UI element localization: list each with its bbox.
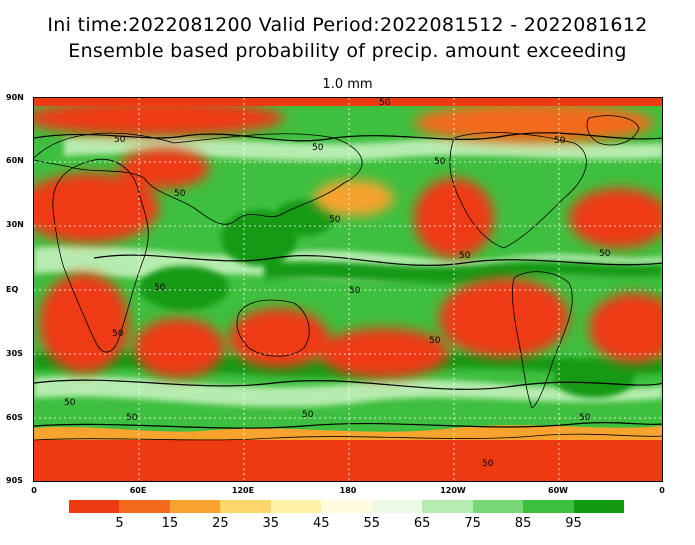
contour-label: 50	[302, 410, 314, 420]
contour-50-south	[34, 379, 662, 390]
legend-label: 95	[565, 516, 582, 531]
south-pacific-dry	[319, 328, 449, 378]
contour-layer	[34, 132, 662, 429]
legend-swatch	[472, 500, 524, 513]
contour-label: 50	[599, 249, 611, 259]
lat-label-90n: 90N	[6, 93, 24, 102]
arctic-top	[34, 98, 662, 106]
map-canvas: 50 50 50 50 50 50 50 50 50 50 50 50 50 5…	[34, 98, 662, 481]
australia-dry	[229, 308, 329, 368]
north-africa-atlantic-dry	[569, 188, 662, 248]
legend-label: 75	[464, 516, 481, 531]
lon-label-180: 180	[339, 486, 357, 495]
legend-label: 45	[312, 516, 330, 531]
legend-label: 35	[262, 516, 280, 531]
legend-swatch	[119, 500, 170, 513]
lon-label-60e: 60E	[129, 486, 147, 495]
sahara-dry	[34, 173, 159, 243]
lon-label-120e: 120E	[231, 486, 255, 495]
legend-label: 65	[413, 516, 431, 531]
africa-coast	[52, 158, 149, 353]
indian-ocean-wet	[139, 266, 229, 310]
legend-swatch	[573, 500, 624, 513]
legend-swatch	[523, 500, 574, 513]
contour-50-antarctic	[34, 422, 662, 429]
dry-layer	[34, 100, 662, 378]
antarctic-coast	[34, 425, 662, 440]
gridlines	[34, 98, 662, 481]
legend-label: 25	[212, 516, 229, 531]
lon-label-60w: 60W	[548, 486, 568, 495]
legend-swatch	[371, 500, 423, 513]
probability-map: 50 50 50 50 50 50 50 50 50 50 50 50 50 5…	[33, 97, 663, 482]
antarctica-dry	[34, 433, 662, 481]
indian-ocean-south-dry	[134, 318, 224, 378]
lat-label-eq: EQ	[6, 285, 19, 294]
legend-swatch	[220, 500, 271, 513]
arctic-dry-west	[34, 100, 284, 136]
southern-light-band	[34, 375, 662, 407]
contour-label: 50	[482, 459, 494, 469]
contour-label: 50	[112, 329, 124, 339]
contour-label: 50	[379, 98, 391, 108]
contour-label: 50	[114, 135, 126, 145]
legend-swatch	[270, 500, 322, 513]
legend-label: 55	[363, 516, 380, 531]
antarctica-coast-line	[34, 433, 662, 441]
lon-label-0-west: 0	[31, 486, 37, 495]
contour-labels: 50 50 50 50 50 50 50 50 50 50 50 50 50 5…	[64, 98, 611, 469]
title-times: Ini time:2022081200 Valid Period:2022081…	[47, 14, 648, 36]
legend-label: 85	[514, 516, 532, 531]
threshold-label: 1.0 mm	[322, 77, 373, 92]
west-pacific-wet	[274, 200, 334, 236]
central-asia-dry	[119, 148, 209, 188]
southeast-pacific-dry	[439, 278, 569, 358]
color-legend	[69, 500, 624, 513]
itcz-wet-band	[264, 260, 662, 284]
contour-label: 50	[434, 157, 446, 167]
contour-label: 50	[579, 413, 591, 423]
contour-label: 50	[312, 143, 324, 153]
lon-label-120w: 120W	[440, 486, 466, 495]
south-atlantic-dry	[589, 293, 662, 363]
legend-swatch	[321, 500, 372, 513]
southern-africa-dry	[39, 273, 129, 373]
legend-swatch	[169, 500, 221, 513]
legend-swatch	[69, 500, 120, 513]
australia-coast	[236, 299, 310, 357]
contour-label: 50	[554, 136, 566, 146]
coastline-layer	[34, 115, 662, 441]
south-america-coast	[512, 271, 573, 409]
contour-50-north	[34, 132, 662, 142]
eurasia-coast	[34, 132, 363, 225]
title-description: Ensemble based probability of precip. am…	[68, 40, 627, 62]
lon-label-0-east: 0	[659, 486, 665, 495]
contour-label: 50	[174, 189, 186, 199]
contour-label: 50	[126, 413, 138, 423]
contour-label: 50	[429, 336, 441, 346]
south-atlantic-wet	[554, 358, 634, 398]
contour-label: 50	[329, 215, 341, 225]
arctic-dry-east	[414, 103, 654, 143]
contour-label: 50	[459, 251, 471, 261]
contour-label: 50	[349, 286, 361, 296]
lat-label-60s: 60S	[6, 413, 23, 422]
contour-50-tropics	[93, 254, 662, 266]
legend-label: 15	[161, 516, 179, 531]
lat-label-60n: 60N	[6, 156, 24, 165]
greenland-coast	[586, 115, 640, 146]
lat-label-30s: 30S	[6, 349, 23, 358]
contour-label: 50	[64, 398, 76, 408]
lat-label-30n: 30N	[6, 220, 24, 229]
contour-label: 50	[154, 283, 166, 293]
north-pacific-orange	[314, 180, 394, 216]
north-america-coast	[449, 132, 587, 249]
legend-swatch	[422, 500, 473, 513]
lat-label-90s: 90S	[6, 476, 23, 485]
legend-label: 5	[115, 516, 124, 531]
